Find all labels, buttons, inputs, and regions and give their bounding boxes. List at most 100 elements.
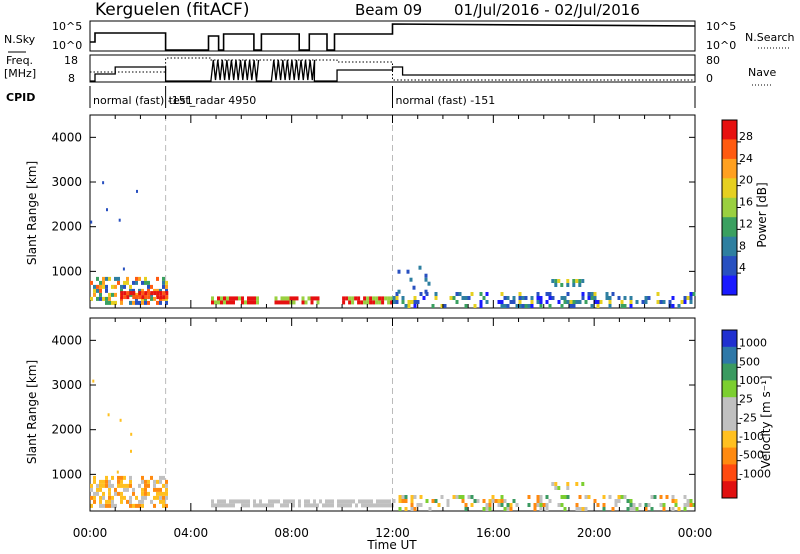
range-gate-cell xyxy=(122,267,125,271)
range-gate-cell xyxy=(328,503,331,508)
range-gate-cell xyxy=(464,507,468,511)
range-gate-cell xyxy=(500,292,504,296)
range-gate-cell xyxy=(381,296,385,301)
range-gate-cell xyxy=(102,296,105,301)
sky-right-tick-top: 10^5 xyxy=(706,20,736,33)
range-gate-cell xyxy=(590,296,594,300)
range-gate-cell xyxy=(395,292,399,296)
range-gate-cell xyxy=(410,507,414,511)
range-gate-cell xyxy=(211,296,214,301)
range-gate-cell xyxy=(102,280,105,285)
range-gate-cell xyxy=(398,507,402,511)
range-gate-cell xyxy=(90,220,93,224)
range-gate-cell xyxy=(578,300,582,304)
range-gate-cell xyxy=(455,292,459,296)
range-gate-cell xyxy=(629,499,633,503)
range-gate-cell xyxy=(165,491,168,496)
range-gate-cell xyxy=(424,289,428,294)
range-gate-cell xyxy=(319,499,322,504)
range-gate-cell xyxy=(256,300,259,305)
range-gate-cell xyxy=(116,470,119,474)
colorbar-swatch xyxy=(722,236,737,257)
range-gate-cell xyxy=(545,507,549,511)
range-gate-cell xyxy=(111,292,114,297)
range-gate-cell xyxy=(539,503,543,507)
range-gate-cell xyxy=(130,432,133,436)
range-gate-cell xyxy=(521,304,525,308)
range-gate-cell xyxy=(608,304,612,308)
range-gate-cell xyxy=(557,300,561,304)
range-gate-cell xyxy=(536,499,540,503)
range-gate-cell xyxy=(102,503,105,508)
range-gate-cell xyxy=(144,276,147,281)
colorbar-tick-label: 1000 xyxy=(739,337,767,350)
range-gate-cell xyxy=(452,495,456,499)
range-gate-cell xyxy=(102,181,105,185)
range-gate-cell xyxy=(503,499,507,503)
range-gate-cell xyxy=(96,288,99,293)
range-gate-cell xyxy=(458,292,462,296)
range-gate-cell xyxy=(217,296,220,301)
range-gate-cell xyxy=(304,499,307,504)
range-gate-cell xyxy=(644,296,648,300)
range-gate-cell xyxy=(410,503,414,507)
range-gate-cell xyxy=(581,296,585,300)
range-gate-cell xyxy=(644,503,648,507)
range-gate-cell xyxy=(159,475,162,480)
range-gate-cell xyxy=(461,296,465,300)
range-gate-cell xyxy=(410,300,414,304)
range-gate-cell xyxy=(509,503,513,507)
range-gate-cell xyxy=(590,292,594,296)
range-gate-cell xyxy=(271,499,274,504)
range-gate-cell xyxy=(404,499,408,503)
freq-tick-bottom: 8 xyxy=(68,72,75,85)
range-gate-cell xyxy=(521,296,525,300)
range-gate-cell xyxy=(159,300,162,305)
range-gate-cell xyxy=(557,486,561,490)
range-gate-cell xyxy=(217,300,220,305)
range-gate-cell xyxy=(500,503,504,507)
range-gate-cell xyxy=(141,503,144,508)
range-gate-cell xyxy=(382,499,385,504)
range-gate-cell xyxy=(363,300,367,305)
range-gate-cell xyxy=(153,495,156,500)
range-gate-cell xyxy=(162,499,165,504)
range-gate-cell xyxy=(120,475,123,480)
range-gate-cell xyxy=(144,291,148,296)
range-gate-cell xyxy=(530,304,534,308)
range-gate-cell xyxy=(111,503,114,508)
x-tick-label: 00:00 xyxy=(678,526,713,540)
range-gate-cell xyxy=(99,495,102,500)
range-gate-cell xyxy=(407,300,411,304)
range-gate-cell xyxy=(572,279,576,283)
range-gate-cell xyxy=(102,495,105,500)
colorbar-tick-label: 100 xyxy=(739,374,760,387)
range-gate-cell xyxy=(512,499,516,503)
x-tick-label: 16:00 xyxy=(476,526,511,540)
range-gate-cell xyxy=(551,279,555,283)
range-gate-cell xyxy=(370,503,373,508)
range-gate-cell xyxy=(369,296,373,301)
range-gate-cell xyxy=(470,292,474,296)
colorbar-tick-label: 12 xyxy=(739,217,753,230)
range-gate-cell xyxy=(539,507,543,511)
range-gate-cell xyxy=(138,300,141,305)
range-gate-cell xyxy=(674,503,678,507)
power-panel: 1000 2000 3000 4000 xyxy=(51,114,696,309)
range-gate-cell xyxy=(348,300,352,305)
range-gate-cell xyxy=(238,296,241,301)
range-gate-cell xyxy=(120,291,124,296)
colorbar-tick-label: 4 xyxy=(739,261,746,274)
range-gate-cell xyxy=(235,296,238,301)
velocity-y-axis-label: Slant Range [km] xyxy=(25,360,39,464)
range-gate-cell xyxy=(378,296,382,301)
range-gate-cell xyxy=(671,495,675,499)
range-gate-cell xyxy=(214,300,217,305)
range-gate-cell xyxy=(301,300,305,305)
range-gate-cell xyxy=(388,499,391,504)
range-gate-cell xyxy=(118,218,121,222)
range-gate-cell xyxy=(153,479,156,484)
range-gate-cell xyxy=(162,475,165,480)
range-gate-cell xyxy=(105,503,108,508)
